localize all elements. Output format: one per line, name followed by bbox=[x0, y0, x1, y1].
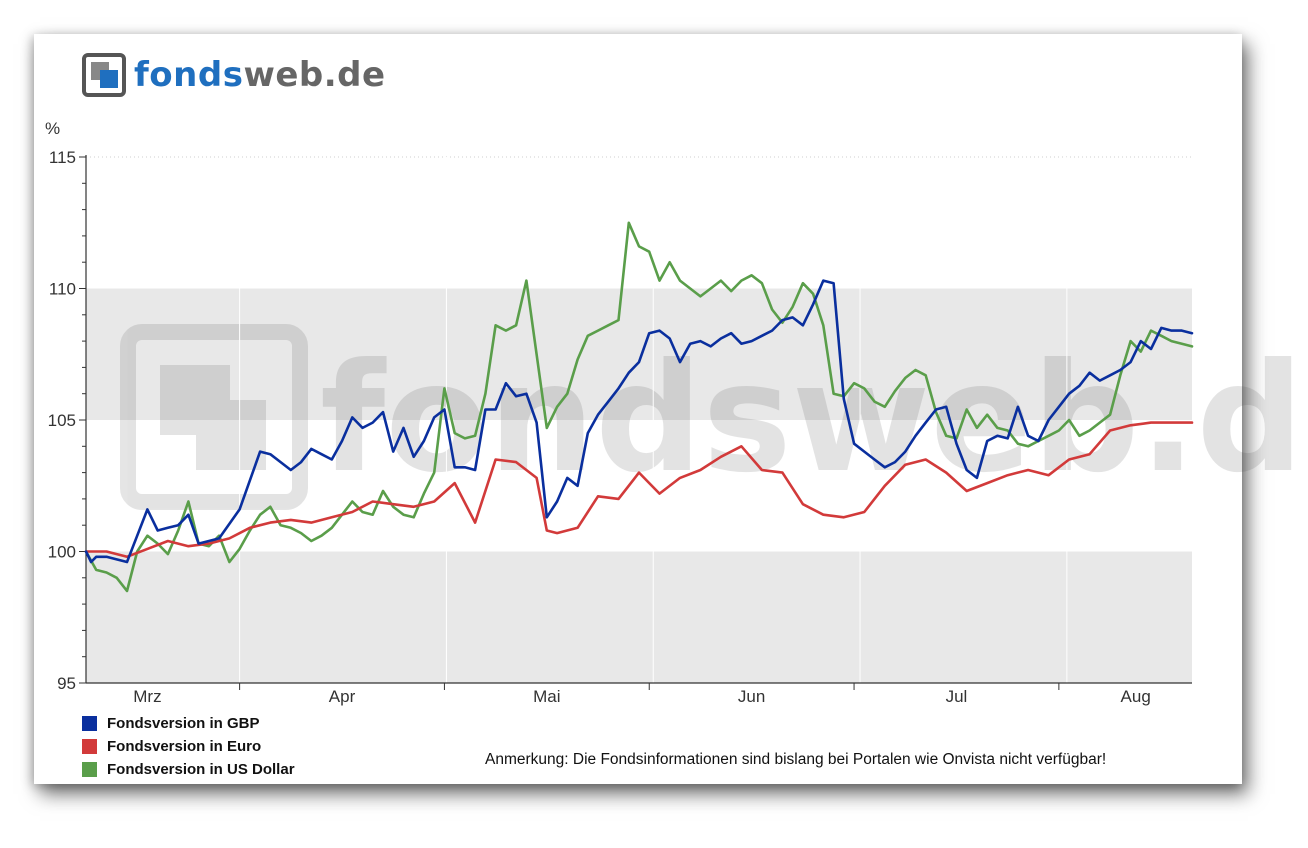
logo-text: fondsweb.de bbox=[134, 55, 386, 95]
legend-item-usd: Fondsversion in US Dollar bbox=[82, 758, 295, 781]
x-tick-label: Jul bbox=[946, 687, 968, 706]
watermark: fondsweb.de bbox=[120, 324, 1308, 510]
logo-text-web: web.de bbox=[243, 55, 386, 95]
x-tick-label: Jun bbox=[738, 687, 765, 706]
x-tick-label: Mrz bbox=[133, 687, 161, 706]
legend-label-usd: Fondsversion in US Dollar bbox=[107, 761, 295, 778]
x-tick-label: Apr bbox=[329, 687, 356, 706]
x-tick-label: Aug bbox=[1121, 687, 1151, 706]
series-line-gbp bbox=[84, 279, 1194, 564]
logo-text-fonds: fonds bbox=[134, 55, 244, 95]
legend-label-euro: Fondsversion in Euro bbox=[107, 738, 262, 755]
svg-text:fondsweb.de: fondsweb.de bbox=[320, 332, 1308, 506]
legend-label-gbp: Fondsversion in GBP bbox=[107, 715, 260, 732]
series-line-usd bbox=[84, 221, 1194, 593]
series-line-euro bbox=[84, 421, 1194, 559]
y-tick-label: 110 bbox=[49, 280, 76, 299]
legend-item-gbp: Fondsversion in GBP bbox=[82, 712, 295, 735]
x-tick-label: Mai bbox=[533, 687, 560, 706]
y-tick-label: 115 bbox=[49, 148, 76, 167]
legend-swatch-gbp bbox=[82, 716, 97, 731]
legend-swatch-usd bbox=[82, 762, 97, 777]
fondsweb-logo: fondsweb.de bbox=[82, 50, 386, 100]
legend: Fondsversion in GBP Fondsversion in Euro… bbox=[82, 712, 295, 781]
y-axis-label: % bbox=[45, 119, 60, 138]
y-tick-label: 95 bbox=[57, 674, 76, 693]
band-105-110 bbox=[86, 288, 1192, 420]
band-95-100 bbox=[86, 551, 1192, 683]
logo-icon bbox=[82, 53, 126, 97]
legend-item-euro: Fondsversion in Euro bbox=[82, 735, 295, 758]
y-tick-label: 100 bbox=[48, 543, 76, 562]
y-tick-label: 105 bbox=[48, 411, 76, 430]
footnote: Anmerkung: Die Fondsinformationen sind b… bbox=[485, 751, 1107, 768]
legend-swatch-euro bbox=[82, 739, 97, 754]
